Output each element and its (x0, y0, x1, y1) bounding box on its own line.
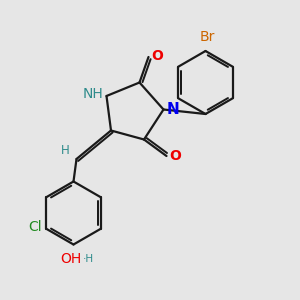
Text: NH: NH (82, 88, 103, 101)
Text: ·H: ·H (83, 254, 94, 264)
Text: OH: OH (60, 252, 81, 266)
Text: N: N (167, 102, 180, 117)
Text: O: O (151, 49, 163, 62)
Text: Br: Br (199, 30, 215, 44)
Text: H: H (61, 144, 70, 157)
Text: Cl: Cl (28, 220, 42, 234)
Text: O: O (169, 149, 181, 163)
